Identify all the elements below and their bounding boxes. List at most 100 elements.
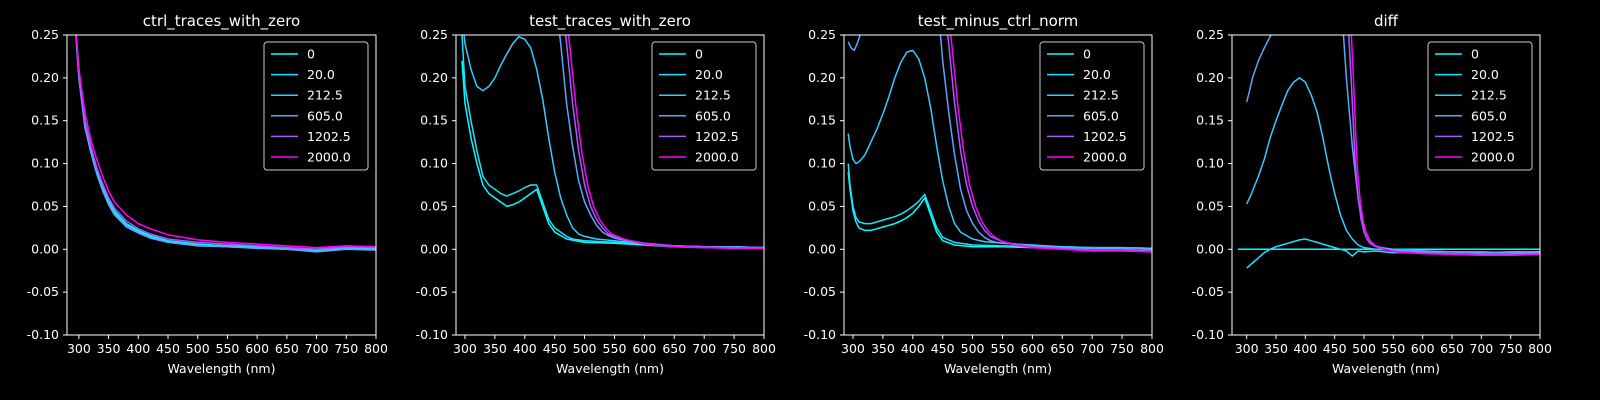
x-tick-label: 600 (1411, 341, 1435, 356)
axes-frame (66, 34, 377, 336)
x-tick-label: 600 (632, 341, 656, 356)
x-tick-label: 800 (752, 341, 776, 356)
legend: 0 20.0 212.5 605.0 1202.5 2000.0 (1039, 41, 1145, 171)
y-tick-label: 0.25 (31, 27, 59, 42)
x-tick-label: 700 (1080, 341, 1104, 356)
series-line-1202-5 (75, 35, 376, 251)
series-line-20-0 (1246, 238, 1540, 269)
y-tick-label: -0.05 (804, 284, 836, 299)
legend-label: 1202.5 (307, 129, 351, 144)
x-tick-label: 400 (126, 341, 150, 356)
y-tick-label: 0.20 (808, 70, 836, 85)
x-tick-label: 450 (156, 341, 180, 356)
chart-title: diff (1374, 12, 1399, 30)
y-tick-label: 0.25 (808, 27, 836, 42)
series-line-212-5 (463, 35, 764, 249)
chart-title: test_minus_ctrl_norm (918, 12, 1079, 31)
y-tick-label: 0.20 (420, 70, 448, 85)
legend-label: 20.0 (1471, 67, 1499, 82)
legend-label: 2000.0 (307, 150, 351, 165)
axes-frame (843, 34, 1153, 336)
y-tick-label: 0.00 (420, 241, 448, 256)
series-line-2000-0 (567, 35, 764, 250)
legend-label: 1202.5 (1471, 129, 1515, 144)
y-tick-label: 0.10 (808, 156, 836, 171)
series-line-605-0 (847, 35, 1152, 251)
y-tick-label: -0.05 (1192, 284, 1224, 299)
y-tick-label: 0.10 (1196, 156, 1224, 171)
x-axis-label: Wavelength (nm) (556, 361, 664, 376)
y-tick-label: 0.20 (31, 70, 59, 85)
x-axis-label: Wavelength (nm) (168, 361, 276, 376)
legend-label: 605.0 (1471, 108, 1507, 123)
x-tick-label: 800 (1528, 341, 1552, 356)
legend-label: 0 (1471, 47, 1479, 62)
y-tick-label: 0.25 (1196, 27, 1224, 42)
x-tick-label: 700 (1469, 341, 1493, 356)
x-tick-label: 650 (662, 341, 686, 356)
x-tick-label: 800 (1140, 341, 1164, 356)
series-line-20-0 (847, 163, 1152, 250)
y-tick-label: 0.05 (31, 198, 59, 213)
legend-label: 20.0 (695, 67, 723, 82)
x-tick-label: 800 (364, 341, 388, 356)
x-tick-label: 750 (722, 341, 746, 356)
series-lines (1237, 35, 1540, 269)
x-tick-label: 750 (1499, 341, 1523, 356)
y-tick-label: 0.10 (420, 156, 448, 171)
legend-label: 2000.0 (1471, 150, 1515, 165)
x-tick-label: 300 (67, 341, 91, 356)
y-tick-label: 0.00 (1196, 241, 1224, 256)
y-tick-label: -0.10 (1192, 327, 1224, 342)
legend-label: 0 (307, 47, 315, 62)
series-line-2000-0 (75, 35, 376, 249)
x-tick-label: 650 (275, 341, 299, 356)
subplot-2: 300 350 400 450 500 550 600 650 700 750 800 -0.10 -0… (416, 12, 776, 376)
x-tick-label: 500 (186, 341, 210, 356)
legend-label: 0 (695, 47, 703, 62)
legend: 0 20.0 212.5 605.0 1202.5 2000.0 (651, 41, 757, 171)
legend-label: 212.5 (1471, 88, 1507, 103)
series-line-1202-5 (1347, 35, 1540, 256)
x-tick-label: 450 (1323, 341, 1347, 356)
legend-label: 20.0 (307, 67, 335, 82)
axes-frame (1231, 34, 1541, 336)
legend-label: 212.5 (695, 88, 731, 103)
chart-title: ctrl_traces_with_zero (143, 12, 300, 31)
y-tick-label: -0.05 (27, 284, 59, 299)
y-tick-label: -0.10 (804, 327, 836, 342)
series-line-1202-5 (946, 35, 1152, 252)
x-tick-label: 550 (991, 341, 1015, 356)
x-tick-label: 350 (483, 341, 507, 356)
legend-label: 605.0 (695, 108, 731, 123)
x-tick-label: 550 (603, 341, 627, 356)
legend: 0 20.0 212.5 605.0 1202.5 2000.0 (263, 41, 369, 171)
x-tick-label: 500 (573, 341, 597, 356)
x-tick-label: 500 (961, 341, 985, 356)
y-tick-label: 0.10 (31, 156, 59, 171)
y-tick-label: 0.05 (420, 198, 448, 213)
y-tick-label: 0.15 (1196, 113, 1224, 128)
subplot-4: 300 350 400 450 500 550 600 650 700 750 800 -0.10 -0… (1192, 12, 1552, 376)
axes-frame (455, 34, 765, 336)
x-tick-label: 450 (543, 341, 567, 356)
x-tick-label: 750 (334, 341, 358, 356)
legend-label: 212.5 (1083, 88, 1119, 103)
legend-label: 1202.5 (1083, 129, 1127, 144)
subplot-3: 300 350 400 450 500 550 600 650 700 750 800 -0.10 -0… (804, 12, 1164, 376)
y-tick-label: 0.15 (31, 113, 59, 128)
legend-label: 1202.5 (695, 129, 739, 144)
x-tick-label: 300 (841, 341, 865, 356)
x-tick-label: 450 (931, 341, 955, 356)
x-tick-label: 300 (1235, 341, 1259, 356)
series-lines (75, 35, 376, 253)
legend-label: 0 (1083, 47, 1091, 62)
legend-label: 20.0 (1083, 67, 1111, 82)
legend-label: 212.5 (307, 88, 343, 103)
x-tick-label: 400 (1293, 341, 1317, 356)
y-tick-label: 0.15 (808, 113, 836, 128)
x-tick-label: 350 (97, 341, 121, 356)
series-line-2000-0 (949, 35, 1152, 253)
x-tick-label: 300 (453, 341, 477, 356)
series-lines (847, 35, 1152, 253)
